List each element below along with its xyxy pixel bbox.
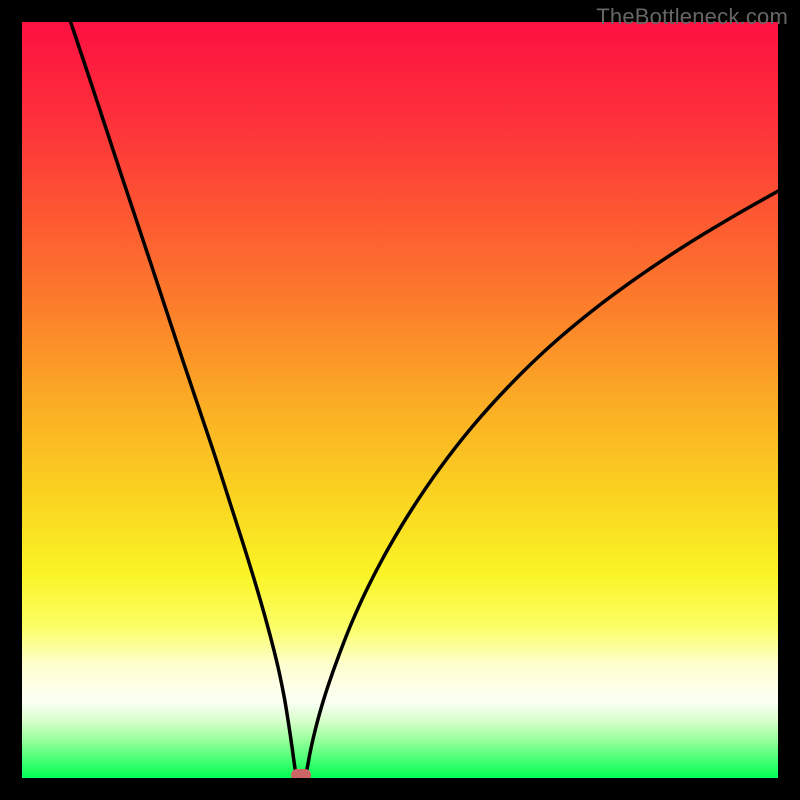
minimum-marker (291, 769, 311, 778)
watermark-text: TheBottleneck.com (596, 4, 788, 30)
bottleneck-curve (22, 22, 778, 778)
chart-frame: TheBottleneck.com (0, 0, 800, 800)
plot-area (22, 22, 778, 778)
